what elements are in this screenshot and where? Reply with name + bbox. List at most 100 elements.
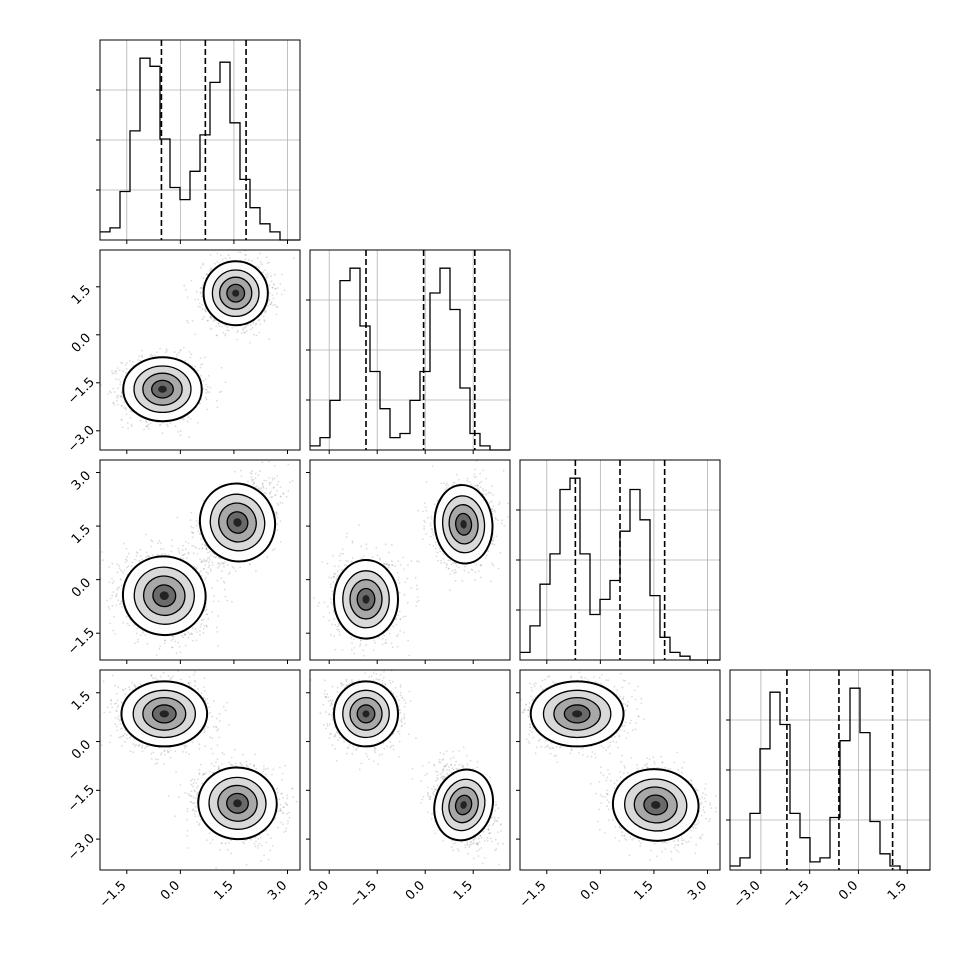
scatter-point (201, 547, 204, 550)
scatter-point (217, 322, 220, 325)
scatter-point (111, 372, 114, 375)
scatter-point (275, 313, 278, 316)
scatter-point (263, 320, 266, 323)
scatter-point (115, 370, 118, 372)
scatter-point (209, 316, 212, 318)
scatter-point (199, 633, 201, 636)
scatter-point (224, 595, 227, 598)
scatter-point (201, 318, 204, 321)
scatter-point (245, 330, 248, 332)
scatter-point (201, 308, 204, 311)
scatter-point (256, 257, 259, 259)
scatter-point (194, 365, 197, 368)
scatter-point (111, 594, 113, 597)
scatter-point (161, 553, 164, 556)
scatter-point (272, 297, 275, 300)
scatter-point (109, 390, 111, 393)
scatter-point (206, 391, 209, 393)
scatter-point (200, 538, 203, 540)
scatter-point (159, 347, 162, 350)
scatter-point (174, 640, 177, 643)
scatter-point (178, 351, 181, 354)
scatter-point (171, 545, 173, 547)
scatter-point (159, 645, 162, 647)
scatter-point (244, 258, 247, 260)
scatter-point (210, 328, 213, 330)
scatter-point (192, 552, 195, 555)
scatter-point (115, 372, 118, 375)
scatter-point (122, 542, 125, 545)
scatter-point (231, 600, 233, 603)
scatter-point (195, 639, 198, 642)
scatter-point (196, 369, 199, 372)
density-mode-1 (202, 260, 269, 327)
scatter-point (168, 662, 170, 664)
scatter-point (199, 291, 202, 294)
scatter-point (167, 425, 169, 428)
scatter-point (206, 613, 209, 616)
scatter-point (216, 406, 219, 409)
scatter-point (272, 304, 274, 307)
scatter-point (270, 490, 272, 493)
scatter-point (112, 580, 115, 583)
scatter-point (209, 550, 211, 553)
scatter-point (109, 391, 112, 394)
scatter-point (266, 262, 269, 265)
scatter-point (149, 355, 152, 357)
scatter-point (120, 600, 123, 603)
scatter-point (207, 385, 209, 388)
scatter-point (204, 396, 207, 399)
scatter-point (252, 478, 255, 481)
scatter-point (184, 633, 187, 636)
scatter-point (126, 622, 129, 625)
scatter-point (194, 566, 197, 569)
scatter-point (205, 310, 207, 312)
scatter-point (131, 561, 134, 564)
scatter-point (203, 624, 206, 627)
scatter-point (236, 331, 238, 333)
scatter-point (188, 351, 191, 353)
scatter-point (171, 646, 173, 649)
scatter-point (153, 354, 156, 357)
scatter-point (265, 487, 268, 490)
scatter-point (210, 570, 212, 572)
scatter-point (166, 349, 168, 352)
scatter-point (210, 267, 213, 270)
scatter-point (202, 315, 205, 318)
scatter-point (164, 351, 167, 354)
scatter-point (275, 306, 278, 309)
scatter-point (199, 402, 201, 405)
scatter-point (129, 416, 132, 419)
scatter-point (273, 273, 276, 276)
scatter-point (189, 633, 192, 636)
scatter-point (201, 560, 204, 563)
scatter-point (137, 638, 140, 641)
scatter-point (267, 273, 269, 275)
scatter-point (276, 512, 278, 515)
scatter-point (125, 615, 128, 618)
scatter-point (249, 472, 252, 474)
scatter-point (140, 354, 143, 357)
scatter-point (172, 638, 175, 641)
scatter-point (240, 332, 243, 334)
scatter-point (234, 470, 236, 473)
scatter-point (127, 565, 130, 568)
scatter-point (120, 569, 122, 572)
scatter-point (226, 329, 229, 331)
scatter-point (106, 599, 108, 602)
scatter-point (127, 624, 130, 627)
scatter-point (258, 318, 261, 321)
scatter-point (125, 367, 128, 370)
scatter-point (202, 387, 205, 390)
scatter-point (208, 391, 211, 394)
scatter-point (186, 319, 188, 322)
scatter-points (100, 460, 294, 664)
scatter-point (111, 562, 114, 565)
scatter-point (205, 398, 208, 401)
scatter-point (212, 600, 215, 603)
scatter-point (187, 416, 190, 419)
scatter-point (275, 511, 278, 514)
scatter-point (257, 266, 260, 269)
scatter-point (179, 430, 182, 433)
scatter-point (252, 322, 255, 324)
